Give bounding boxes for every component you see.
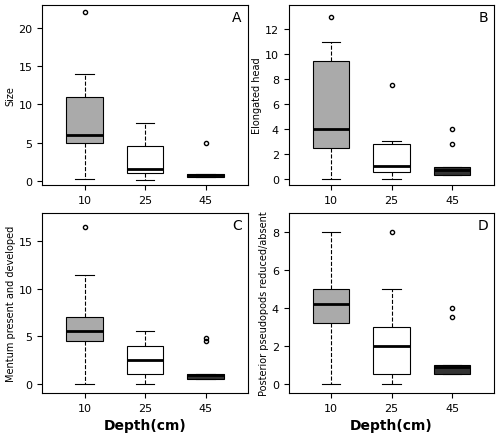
PathPatch shape [127,346,163,374]
PathPatch shape [188,175,224,178]
Text: C: C [232,219,241,233]
PathPatch shape [313,61,349,148]
PathPatch shape [127,147,163,174]
Text: D: D [478,219,488,233]
Text: B: B [478,11,488,25]
X-axis label: Depth(cm): Depth(cm) [350,418,433,432]
PathPatch shape [434,365,470,374]
PathPatch shape [66,97,102,143]
PathPatch shape [66,318,102,341]
Y-axis label: Posterior pseudopods reduced/absent: Posterior pseudopods reduced/absent [259,211,269,396]
X-axis label: Depth(cm): Depth(cm) [104,418,186,432]
PathPatch shape [188,374,224,379]
PathPatch shape [313,289,349,323]
Y-axis label: Elongated head: Elongated head [252,57,262,134]
Text: A: A [232,11,241,25]
Y-axis label: Size: Size [6,85,16,106]
PathPatch shape [374,327,410,374]
Y-axis label: Mentum present and developed: Mentum present and developed [6,226,16,381]
PathPatch shape [434,168,470,176]
PathPatch shape [374,145,410,173]
